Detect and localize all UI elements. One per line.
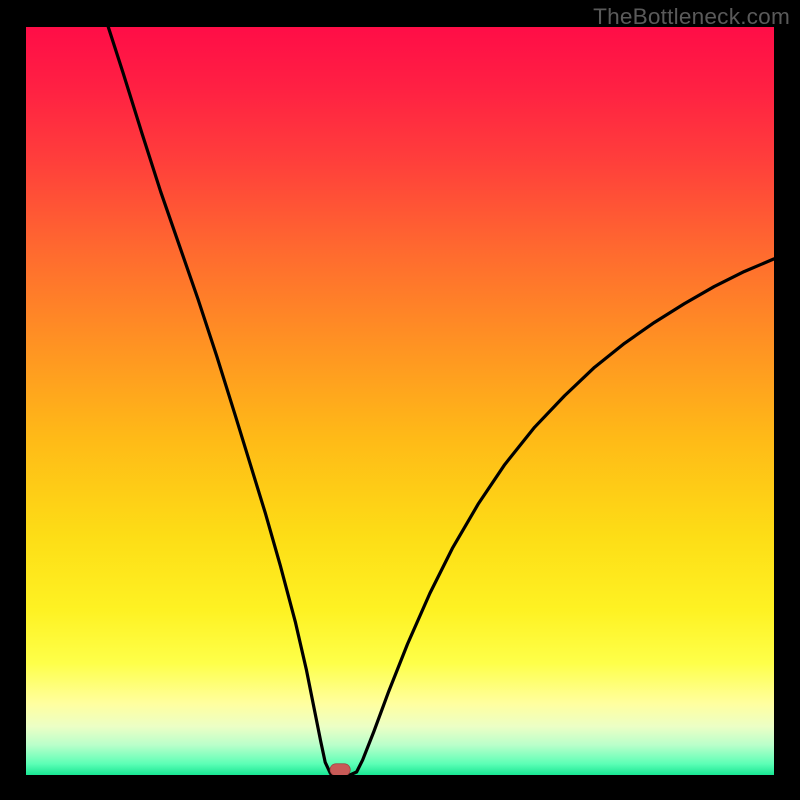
bottleneck-curve-plot [26, 27, 774, 775]
optimum-marker [330, 764, 350, 775]
chart-frame: TheBottleneck.com [0, 0, 800, 800]
